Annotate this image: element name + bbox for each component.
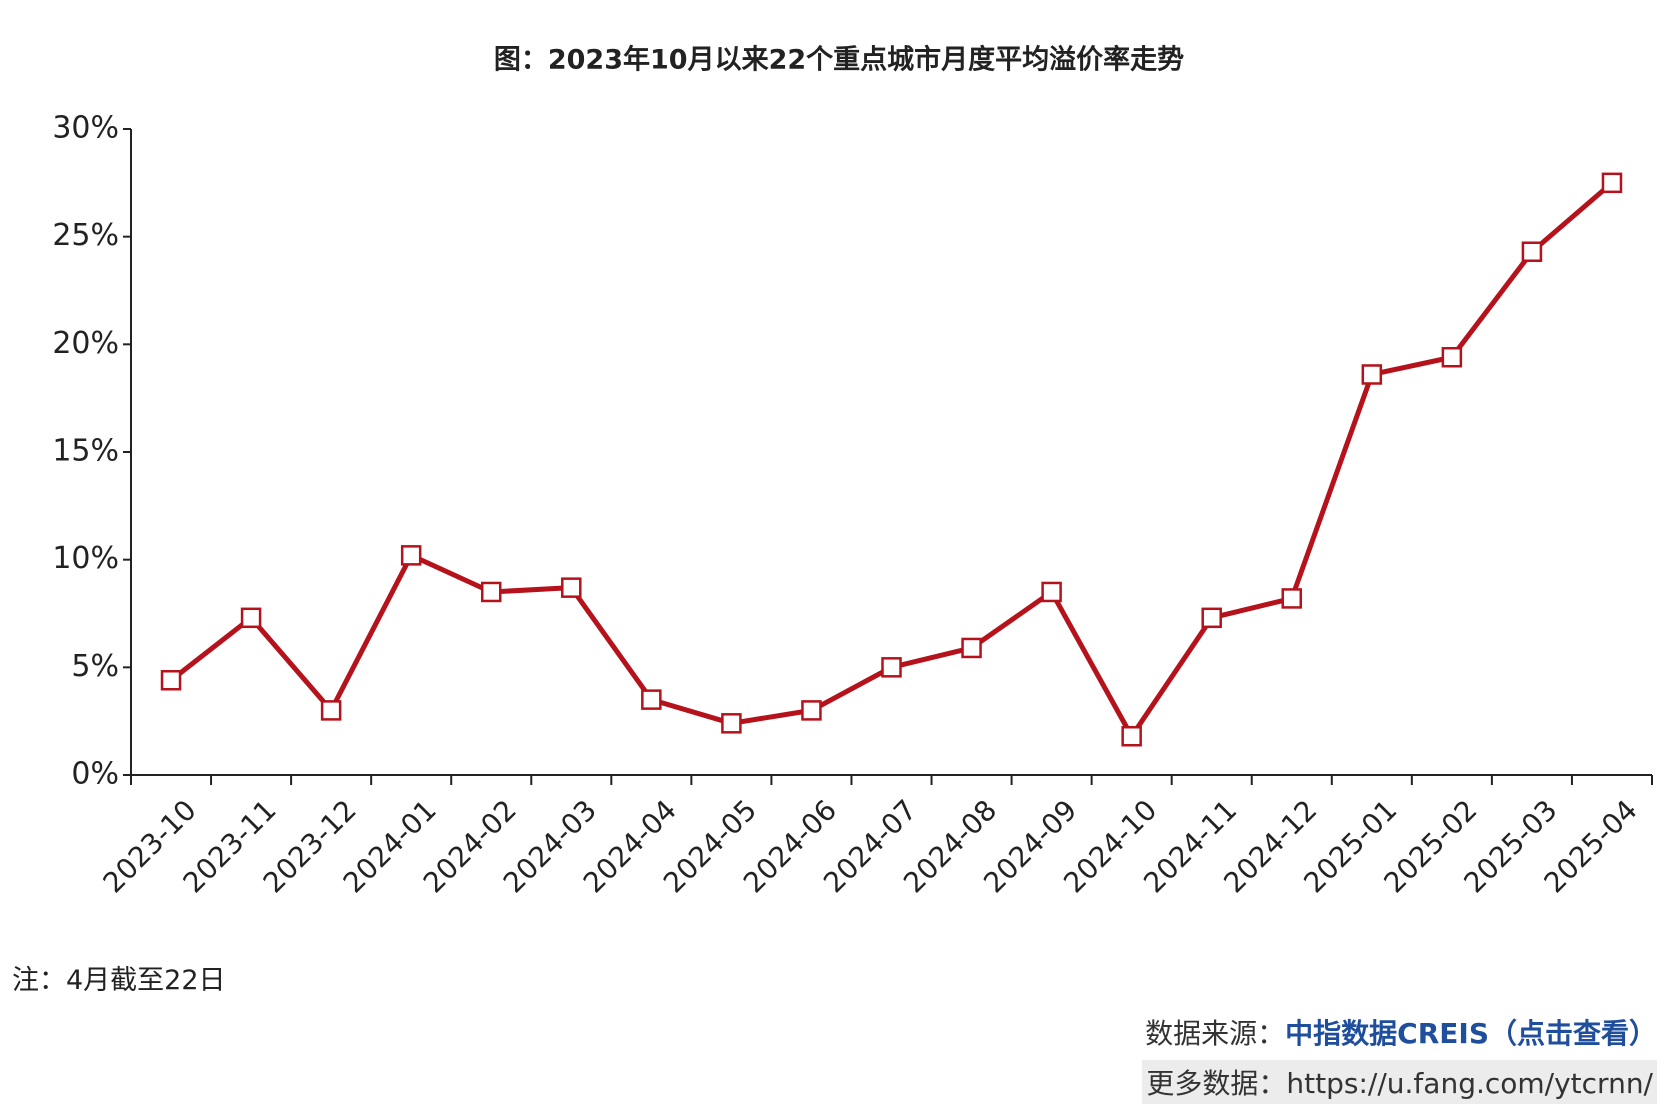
marker (1201, 607, 1222, 629)
y-tick-label: 0% (71, 757, 119, 792)
marker (480, 581, 502, 603)
y-tick-label: 20% (52, 326, 119, 361)
note: 注：4月截至22日 (12, 965, 226, 996)
marker (561, 577, 582, 598)
marker (721, 713, 742, 734)
marker (1601, 172, 1623, 194)
marker (160, 670, 182, 691)
source: 数据来源：中指数据CREIS（点击查看） (1145, 1012, 1657, 1052)
line (169, 180, 1614, 739)
y-tick-label: 15% (52, 434, 119, 469)
source-link[interactable]: 中指数据CREIS（点击查看） (1285, 1017, 1657, 1050)
marker (1441, 347, 1463, 368)
marker (1041, 581, 1062, 603)
y-tick-label: 5% (71, 649, 119, 684)
chart-title: 图：2023年10月以来22个重点城市月度平均溢价率走势 (494, 44, 1184, 76)
y-tick-label: 10% (52, 541, 119, 576)
marker (1121, 725, 1142, 747)
marker (1521, 241, 1543, 262)
marker (400, 545, 422, 566)
marker (1361, 364, 1383, 385)
y-tick-label: 30% (52, 111, 119, 146)
marker (1281, 588, 1303, 609)
marker (961, 637, 982, 659)
more-data: 更多数据：https://u.fang.com/ytcrnn/ (1142, 1060, 1657, 1104)
marker (320, 700, 342, 721)
marker (881, 657, 902, 678)
chart: 图：2023年10月以来22个重点城市月度平均溢价率走势 0% 5% 10% 15% 2… (52, 44, 1653, 899)
marker (240, 607, 262, 629)
marker (641, 689, 662, 710)
source-label: 数据来源： (1145, 1017, 1286, 1050)
marker (801, 700, 822, 721)
y-tick-label: 25% (52, 218, 119, 253)
